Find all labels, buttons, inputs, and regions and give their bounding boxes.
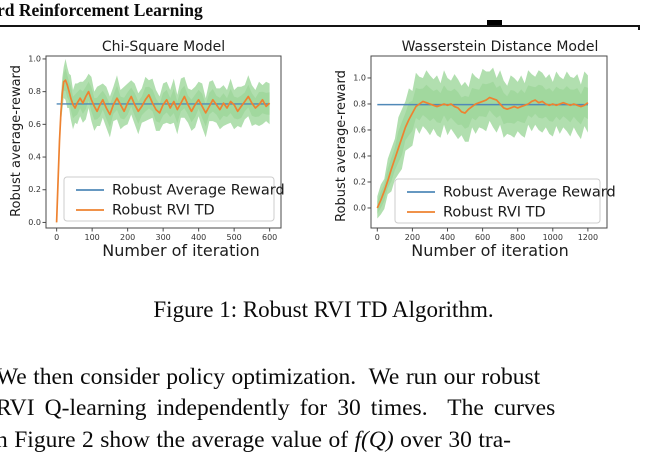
right-chart-x-tick-label: 1200 (578, 233, 598, 242)
right-chart-x-tick-label: 200 (405, 233, 420, 242)
right-chart-y-tick-label: 0.6 (353, 125, 366, 134)
right-chart-title: Wasserstein Distance Model (402, 39, 599, 55)
figure-caption: Figure 1: Robust RVI TD Algorithm. (153, 297, 494, 322)
right-chart-x-axis-label: Number of iteration (411, 241, 568, 260)
left-chart-x-tick-label: 500 (227, 233, 242, 242)
right-chart-y-axis-label: Robust average-reward (334, 70, 349, 222)
right-chart-y-tick-label: 0.0 (353, 203, 366, 212)
right-chart-legend-label: Robust Average Reward (443, 185, 616, 201)
left-chart-legend-label: Robust Average Reward (112, 183, 285, 199)
left-chart-y-axis-label: Robust average-reward (9, 65, 24, 217)
left-chart-x-tick-label: 300 (156, 233, 171, 242)
left-chart-x-tick-label: 600 (262, 233, 277, 242)
header-rule-end-tick (638, 25, 640, 30)
body-line-1: We then consider policy optimization. We… (0, 364, 541, 390)
right-chart-y-tick-label: 0.2 (353, 177, 366, 186)
left-chart-x-tick-label: 200 (120, 233, 135, 242)
right-chart-curve-series (376, 96, 589, 209)
right-chart-x-tick-label: 800 (510, 233, 525, 242)
right-chart-x-tick-label: 600 (475, 233, 490, 242)
right-chart-x-tick-label: 1000 (543, 233, 563, 242)
right-chart-x-tick-label: 400 (440, 233, 455, 242)
left-chart-legend-label: Robust RVI TD (112, 203, 215, 219)
header-rule-bold-segment (487, 20, 502, 25)
right-chart-x-tick-label: 0 (375, 233, 380, 242)
left-chart-x-axis-label: Number of iteration (102, 241, 259, 260)
left-chart-curve-series (55, 79, 271, 223)
header-rule (0, 25, 640, 27)
right-chart-y-tick-label: 0.8 (353, 99, 366, 108)
left-chart-std-band-inner (56, 68, 270, 225)
body-line-3: n Figure 2 show the average value of f(Q… (0, 425, 667, 456)
body-paragraph: We then consider policy optimization. We… (0, 362, 667, 456)
body-line-3-post: over 30 tra- (393, 426, 511, 453)
right-chart-legend-box (394, 178, 601, 224)
body-line-3-pre: n Figure 2 show the average value of (0, 426, 355, 453)
left-chart-title: Chi-Square Model (102, 39, 225, 55)
left-chart-legend-box (63, 176, 275, 222)
body-line-2: RVI Q-learning independently for 30 time… (0, 395, 556, 422)
math-f-of-Q: f(Q) (354, 426, 394, 453)
left-chart-y-tick-label: 0.2 (28, 185, 41, 194)
right-chart-y-tick-label: 1.0 (353, 73, 366, 82)
left-chart-y-tick-label: 1.0 (28, 54, 41, 63)
left-chart-y-tick-label: 0.4 (28, 153, 41, 162)
right-chart-std-band-inner (377, 81, 588, 214)
running-head-title: rd Reinforcement Learning (0, 0, 203, 20)
right-chart-axes-box (370, 55, 608, 229)
left-chart-x-tick-label: 400 (191, 233, 206, 242)
left-chart-y-tick-label: 0.8 (28, 87, 41, 96)
left-chart-x-tick-label: 0 (54, 233, 59, 242)
left-chart-y-tick-label: 0.6 (28, 120, 41, 129)
right-chart-y-tick-label: 0.4 (353, 151, 366, 160)
left-chart-x-tick-label: 100 (85, 233, 100, 242)
right-chart-legend-label: Robust RVI TD (443, 205, 546, 221)
left-chart-y-tick-label: 0.0 (28, 218, 41, 227)
